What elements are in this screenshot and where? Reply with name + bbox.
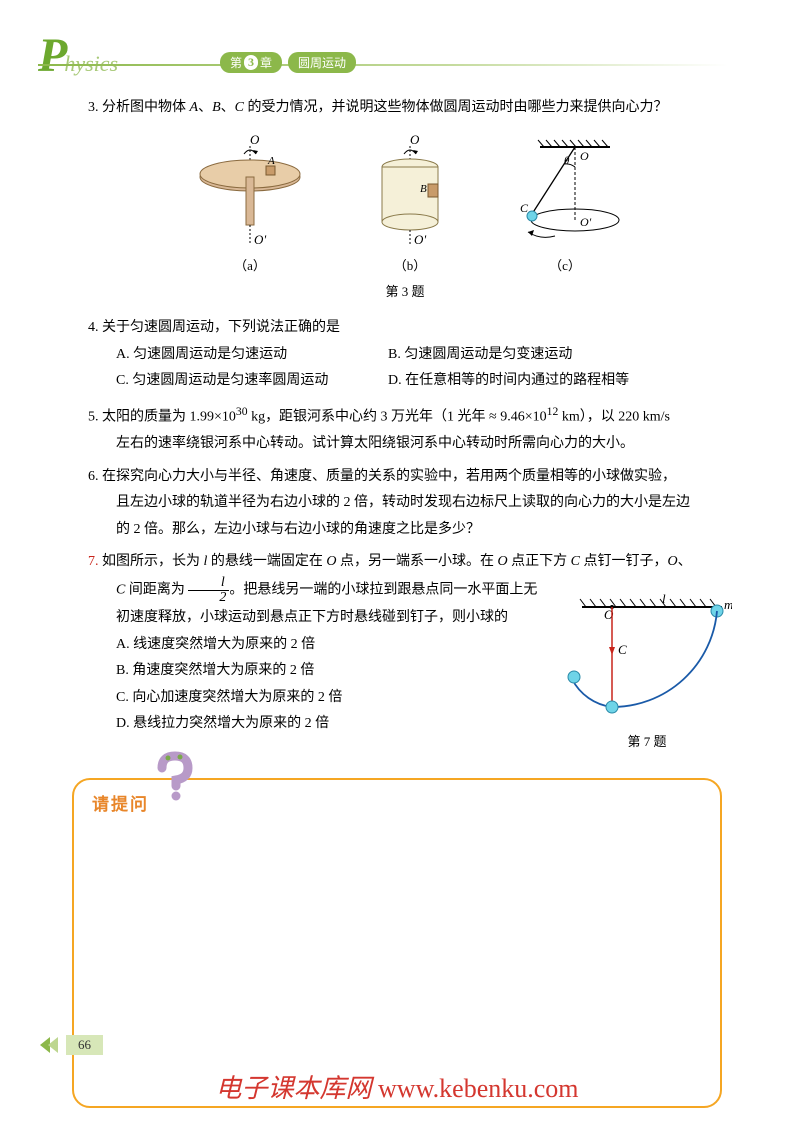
question-6: 6. 在探究向心力大小与半径、角速度、质量的关系的实验中，若用两个质量相等的小球… xyxy=(88,464,722,544)
svg-text:C: C xyxy=(618,642,627,657)
header-divider xyxy=(38,64,728,66)
watermark-url: www.kebenku.com xyxy=(372,1074,579,1103)
diagram-c: O θ C O' （c） xyxy=(510,132,620,279)
svg-text:l: l xyxy=(662,591,666,606)
svg-text:O: O xyxy=(410,132,420,147)
svg-text:O': O' xyxy=(254,232,266,247)
diagram-a: O A O' （a） xyxy=(190,132,310,279)
footer-arrow-icon xyxy=(38,1035,60,1055)
svg-text:O: O xyxy=(250,132,260,147)
q3-number: 3. xyxy=(88,100,99,115)
diagram-a-label: （a） xyxy=(190,254,310,279)
svg-text:θ: θ xyxy=(564,155,570,167)
q7-figure: O l m C 第 7 题 xyxy=(562,589,732,754)
diagram-b-label: （b） xyxy=(360,254,460,279)
q4-optC: C. 匀速圆周运动是匀速率圆周运动 xyxy=(88,368,388,395)
question-7: 7. 如图所示，长为 l 的悬线一端固定在 O 点，另一端系一小球。在 O 点正… xyxy=(88,549,722,738)
watermark-cn: 电子课本库网 xyxy=(216,1074,372,1103)
diagram-c-label: （c） xyxy=(510,254,620,279)
question-mark-icon xyxy=(150,750,200,810)
diagram-b: O B O' （b） xyxy=(360,132,460,279)
ask-label: 请提问 xyxy=(92,790,149,815)
pendulum-nail-icon: O l m C xyxy=(562,589,732,719)
chapter-pill: 第 3 章 xyxy=(220,52,282,73)
chapter-number: 3 xyxy=(244,55,258,70)
svg-text:O': O' xyxy=(580,215,592,229)
question-5: 5. 太阳的质量为 1.99×1030 kg，距银河系中心约 3 万光年（1 光… xyxy=(88,401,722,458)
logo-p-letter: P xyxy=(38,28,67,83)
question-4: 4. 关于匀速圆周运动，下列说法正确的是 A. 匀速圆周运动是匀速运动 B. 匀… xyxy=(88,315,722,395)
conical-pendulum-icon: O θ C O' xyxy=(510,132,620,252)
svg-text:m: m xyxy=(724,597,732,612)
q7-fig-caption: 第 7 题 xyxy=(562,730,732,755)
chapter-title-pill: 圆周运动 xyxy=(288,52,356,73)
content-area: 3. 分析图中物体 A、B、C 的受力情况，并说明这些物体做圆周运动时由哪些力来… xyxy=(0,80,794,738)
ask-box: 请提问 xyxy=(72,778,722,1108)
cylinder-icon: O B O' xyxy=(360,132,460,252)
chapter-badge: 第 3 章 圆周运动 xyxy=(220,52,356,73)
page-number: 66 xyxy=(66,1035,103,1055)
ask-section: 请提问 xyxy=(72,778,722,1108)
q4-optB: B. 匀速圆周运动是匀变速运动 xyxy=(388,342,722,369)
svg-text:B: B xyxy=(420,183,427,195)
q7-number: 7. xyxy=(88,554,99,569)
q3-diagrams: O A O' （a） O xyxy=(88,132,722,279)
physics-logo: P hysics xyxy=(38,28,118,83)
svg-text:C: C xyxy=(520,201,529,215)
question-3: 3. 分析图中物体 A、B、C 的受力情况，并说明这些物体做圆周运动时由哪些力来… xyxy=(88,95,722,122)
page-header: P hysics 第 3 章 圆周运动 xyxy=(0,0,794,80)
svg-text:O': O' xyxy=(414,232,426,247)
svg-text:O: O xyxy=(580,149,589,163)
svg-text:A: A xyxy=(267,155,275,167)
q4-optA: A. 匀速圆周运动是匀速运动 xyxy=(88,342,388,369)
turntable-icon: O A O' xyxy=(190,132,310,252)
q4-optD: D. 在任意相等的时间内通过的路程相等 xyxy=(388,368,722,395)
q3-caption: 第 3 题 xyxy=(88,280,722,305)
watermark: 电子课本库网 www.kebenku.com xyxy=(0,1068,794,1105)
page-footer: 66 xyxy=(38,1035,103,1055)
